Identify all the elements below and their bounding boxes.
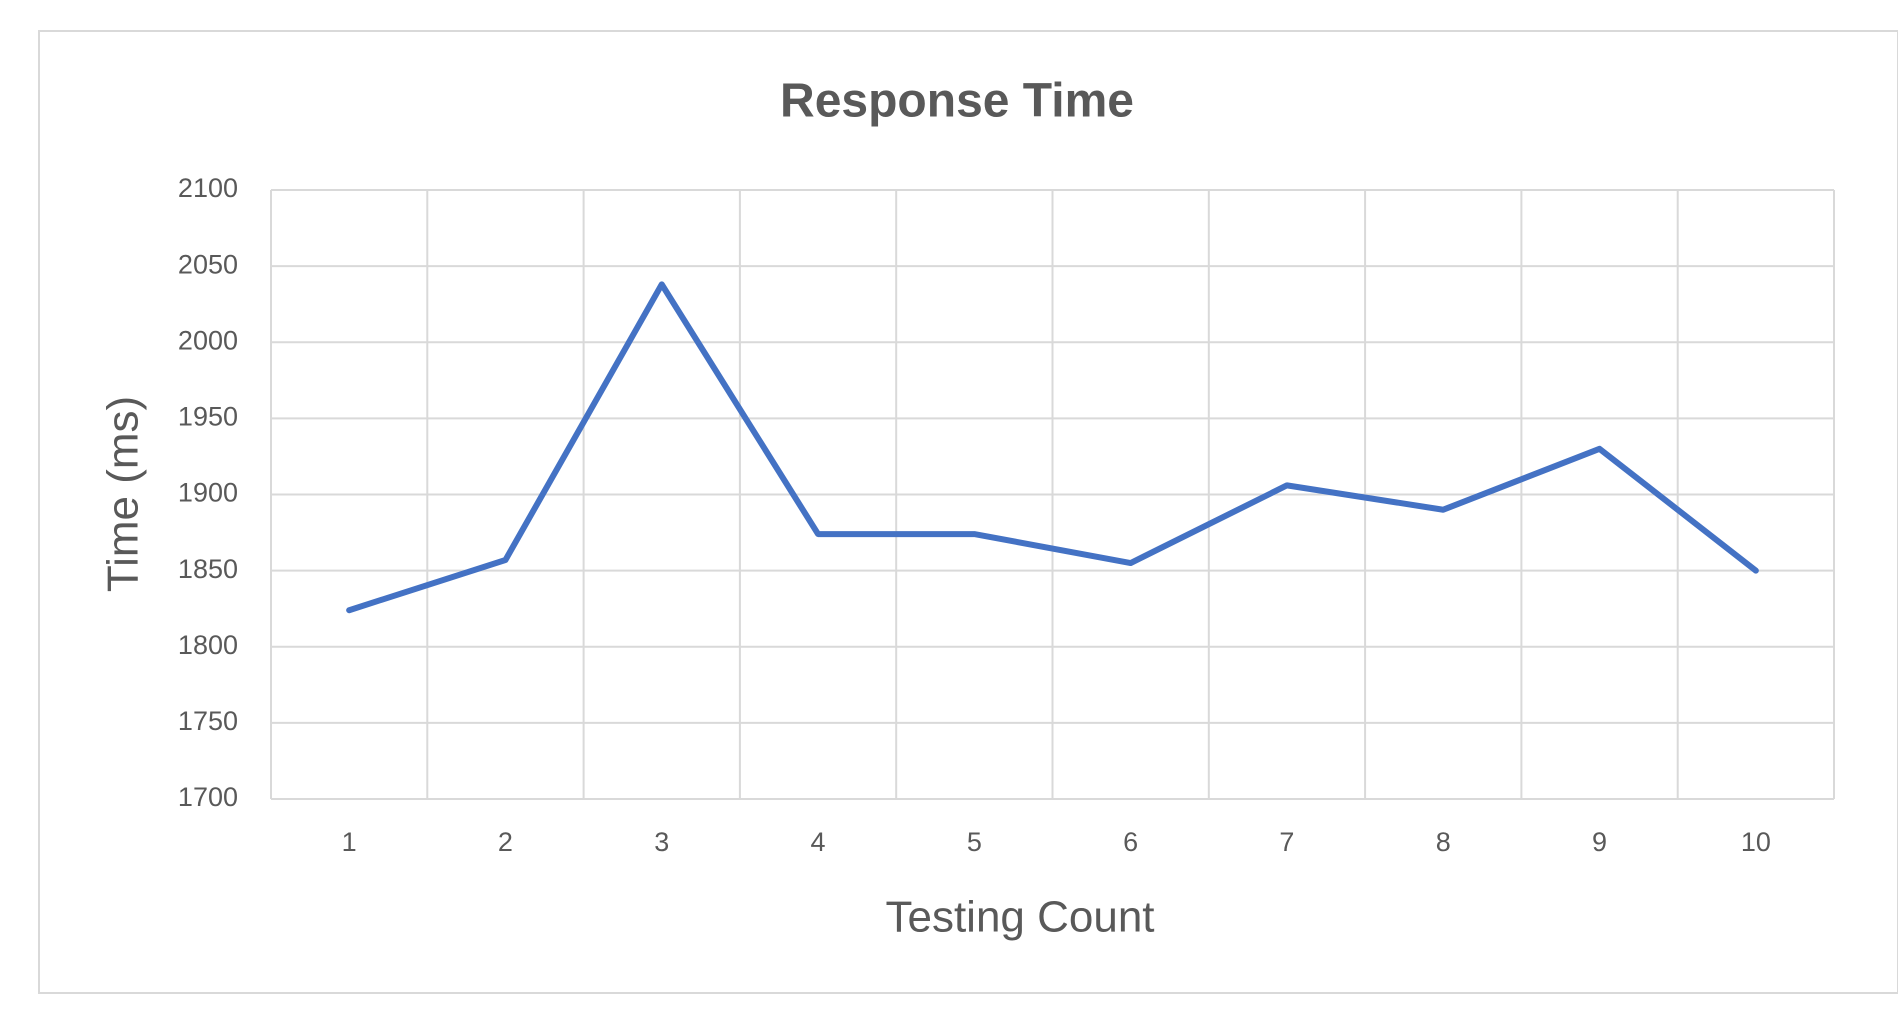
y-tick-label: 1800 [178, 630, 238, 660]
x-tick-label: 9 [1592, 827, 1607, 857]
x-tick-label: 1 [342, 827, 357, 857]
y-tick-label: 2050 [178, 249, 238, 279]
x-axis-title: Testing Count [885, 893, 1154, 942]
x-tick-label: 5 [967, 827, 982, 857]
x-tick-label: 10 [1741, 827, 1771, 857]
y-tick-label: 1950 [178, 402, 238, 432]
x-tick-label: 4 [811, 827, 826, 857]
y-tick-label: 1750 [178, 706, 238, 736]
chart-title: Response Time [780, 75, 1134, 128]
x-tick-label: 8 [1436, 827, 1451, 857]
y-tick-label: 2100 [178, 173, 238, 203]
y-axis-title: Time (ms) [99, 396, 148, 592]
y-tick-label: 1850 [178, 554, 238, 584]
y-tick-label: 2000 [178, 325, 238, 355]
chart-frame [38, 30, 1898, 994]
y-tick-label: 1700 [178, 782, 238, 812]
data-line [346, 281, 1759, 614]
x-tick-label: 7 [1279, 827, 1294, 857]
x-tick-label: 6 [1123, 827, 1138, 857]
x-tick-label: 3 [654, 827, 669, 857]
y-tick-label: 1900 [178, 478, 238, 508]
x-tick-label: 2 [498, 827, 513, 857]
